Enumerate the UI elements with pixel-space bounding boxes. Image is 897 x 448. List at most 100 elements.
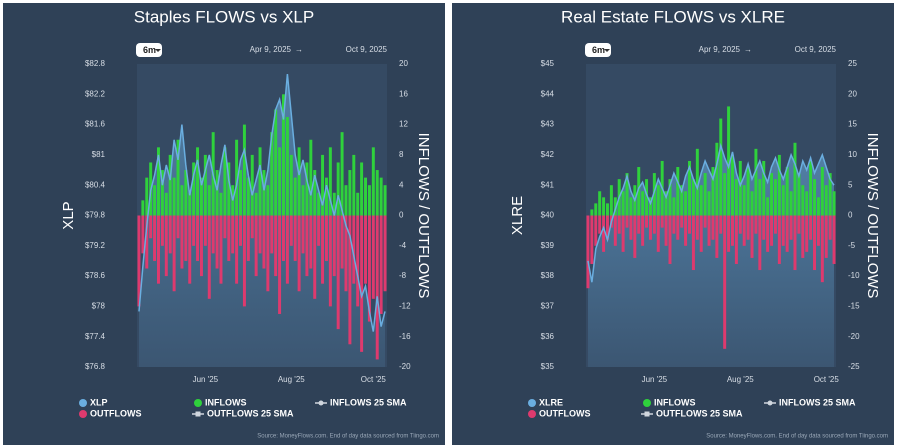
flow-bar: [590, 209, 594, 216]
flow-bar: [594, 215, 598, 246]
y2-tick-label: 4: [399, 180, 404, 189]
flow-bar: [160, 215, 164, 246]
flow-bar: [629, 215, 633, 240]
flow-bar: [227, 162, 231, 216]
flow-bar: [652, 173, 656, 216]
flow-bar: [766, 197, 770, 216]
flow-bar: [731, 215, 734, 246]
flow-bar: [262, 170, 266, 216]
flow-bar: [777, 154, 781, 216]
legend-label: OUTFLOWS 25 SMA: [207, 408, 294, 418]
y2-tick-label: 8: [399, 150, 404, 159]
flow-bar: [324, 177, 328, 216]
flow-bar: [801, 215, 805, 258]
flow-bar: [602, 215, 606, 252]
flow-bar: [621, 215, 625, 252]
flow-bar: [137, 215, 141, 307]
flow-bar: [664, 215, 668, 246]
range-button-caret: [604, 49, 610, 52]
legend-label: OUTFLOWS: [90, 408, 142, 418]
flow-bar: [356, 215, 360, 307]
x-tick-label: Aug '25: [727, 375, 754, 384]
y2-tick-label: -4: [399, 241, 407, 250]
flow-bar: [215, 215, 219, 269]
flow-bar: [336, 215, 340, 330]
flow-bar: [254, 215, 258, 277]
y2-tick-label: -10: [848, 271, 860, 280]
flow-bar: [328, 215, 332, 307]
y-tick-label: $77.4: [85, 332, 106, 341]
flow-bar: [672, 197, 676, 216]
flow-bar: [223, 147, 227, 216]
price-line: [587, 142, 835, 283]
flow-bar: [625, 173, 629, 216]
flow-bar: [609, 185, 613, 216]
flow-bar: [313, 215, 317, 299]
y-tick-label: $80.4: [85, 180, 106, 189]
x-tick-label: Jun '25: [193, 375, 219, 384]
flow-bar: [364, 215, 367, 284]
legend-label: INFLOWS: [205, 397, 247, 407]
flow-bar: [711, 215, 715, 240]
y-tick-label: $82.2: [85, 89, 106, 98]
flow-bar: [648, 197, 652, 216]
flow-bar: [321, 215, 325, 284]
flow-bar: [235, 139, 239, 216]
y-tick-label: $39: [541, 241, 555, 250]
legend-label: XLP: [90, 397, 108, 407]
flow-bar: [703, 173, 707, 216]
flow-bar: [785, 167, 789, 216]
chart-title: Staples FLOWS vs XLP: [134, 7, 314, 26]
flow-bar: [684, 215, 688, 246]
flow-bar: [590, 215, 594, 264]
flow-bar: [285, 117, 289, 216]
end-date: Oct 9, 2025: [346, 45, 388, 54]
flow-bar: [645, 179, 649, 216]
legend-label: OUTFLOWS 25 SMA: [656, 408, 743, 418]
flow-bar: [648, 215, 652, 240]
flow-bar: [785, 215, 789, 252]
flow-bar: [773, 179, 777, 216]
flow-bar: [360, 215, 364, 352]
flow-bar: [715, 142, 719, 216]
flow-bar: [375, 215, 379, 360]
flow-bar: [758, 215, 762, 271]
flow-bar: [246, 215, 250, 261]
flow-bar: [809, 160, 813, 216]
y-tick-label: $82.8: [85, 59, 106, 68]
x-tick-label: Aug '25: [278, 375, 305, 384]
flow-bar: [145, 177, 149, 216]
flow-bar: [367, 215, 371, 322]
y2-tick-label: 0: [848, 211, 853, 220]
y2-tick-label: 0: [399, 211, 404, 220]
flow-bar: [242, 124, 246, 216]
y-tick-label: $44: [541, 89, 555, 98]
flow-bar: [746, 215, 750, 240]
range-button-label: 6m: [592, 45, 605, 55]
flow-bar: [656, 185, 660, 216]
flow-bar: [176, 139, 180, 216]
legend-label: OUTFLOWS: [539, 408, 591, 418]
flow-bar: [344, 185, 348, 216]
flow-bar: [813, 215, 816, 271]
flow-bar: [770, 215, 774, 246]
range-button[interactable]: [585, 43, 611, 57]
end-date: Oct 9, 2025: [795, 45, 837, 54]
start-date: Apr 9, 2025: [250, 45, 292, 54]
flow-bar: [219, 215, 223, 284]
flow-bar: [754, 148, 758, 216]
flow-bar: [153, 185, 157, 216]
flow-bar: [699, 215, 703, 252]
range-button[interactable]: [136, 43, 162, 57]
y-tick-label: $76.8: [85, 362, 106, 371]
flow-bar: [293, 215, 297, 261]
flow-bar: [266, 215, 270, 292]
y-axis-label: XLP: [60, 201, 77, 229]
flow-bar: [738, 215, 742, 234]
y2-tick-label: -16: [399, 332, 411, 341]
flow-bar: [770, 173, 774, 216]
flow-bar: [742, 215, 746, 246]
y-tick-label: $78: [92, 302, 106, 311]
flow-bar: [219, 192, 223, 216]
flow-bar: [344, 215, 348, 292]
